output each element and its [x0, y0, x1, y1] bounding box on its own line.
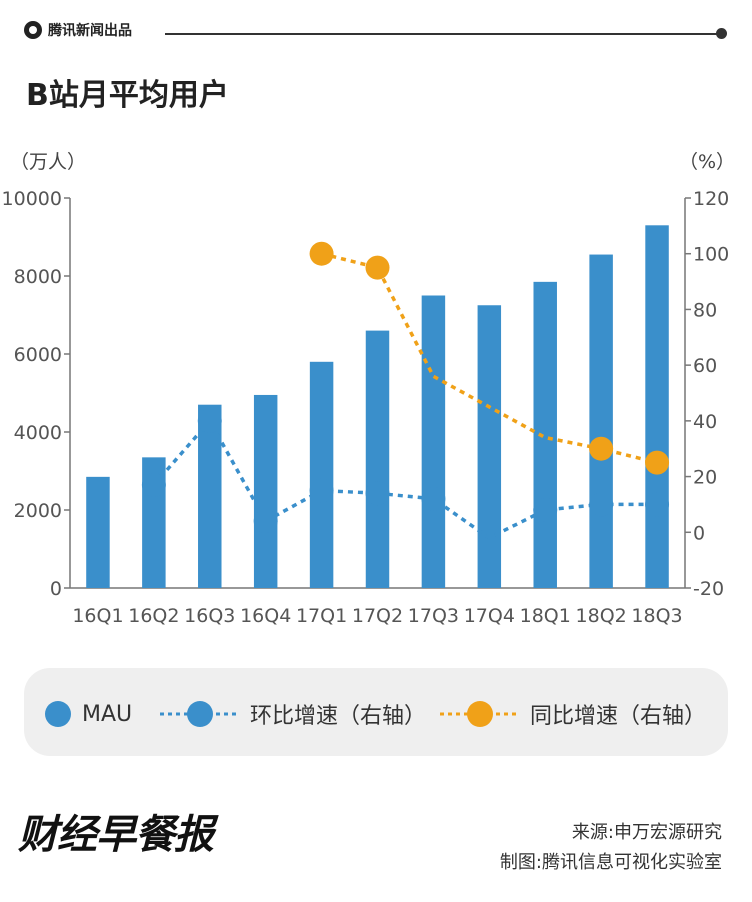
y-right-tick-label: 40 [693, 411, 717, 433]
point-qoq [589, 492, 614, 517]
header-rule [165, 33, 720, 35]
y-right-tick-label: 80 [693, 299, 717, 321]
x-tick-label: 16Q4 [240, 605, 291, 627]
x-tick-label: 18Q3 [631, 605, 682, 627]
y-right-tick-label: 100 [693, 244, 729, 266]
point-qoq [645, 492, 670, 517]
legend-item-qoq: 环比增速（右轴） [158, 698, 426, 730]
source-note: 来源:申万宏源研究 [571, 822, 722, 843]
point-qoq [309, 478, 334, 503]
bar-mau [309, 361, 334, 588]
legend-yoy-marker-icon [440, 701, 520, 727]
bar-mau [421, 295, 446, 588]
bar-mau [477, 305, 502, 588]
point-qoq [365, 481, 390, 506]
x-tick-label: 17Q2 [352, 605, 403, 627]
bar-mau [365, 330, 390, 588]
legend-item-mau: MAU [42, 698, 132, 730]
x-tick-label: 16Q1 [72, 605, 123, 627]
legend-bar-marker-icon [45, 701, 71, 727]
x-tick-label: 17Q4 [464, 605, 515, 627]
point-qoq [533, 498, 558, 522]
credit-note: 制图:腾讯信息可视化实验室 [499, 852, 722, 873]
y-left-tick-label: 0 [50, 578, 62, 600]
y-left-tick-label: 6000 [14, 344, 62, 366]
chart-title: B站月平均用户 [26, 78, 229, 113]
x-tick-label: 18Q2 [576, 605, 627, 627]
point-qoq [197, 408, 222, 433]
point-yoy [589, 436, 614, 461]
point-qoq [141, 472, 166, 497]
y-left-tick-label: 10000 [2, 188, 62, 210]
legend-item-yoy: 同比增速（右轴） [438, 698, 706, 730]
header-rule-dot [716, 28, 727, 39]
legend-label-mau: MAU [82, 701, 133, 727]
footer-logo: 财经早餐报 [18, 812, 214, 858]
legend-label-qoq: 环比增速（右轴） [250, 704, 427, 729]
x-tick-label: 16Q2 [128, 605, 179, 627]
point-qoq [421, 486, 446, 511]
y-right-tick-label: 120 [693, 188, 729, 210]
y-right-unit-label: （%） [679, 151, 735, 173]
brand-label: 腾讯新闻出品 [48, 23, 132, 39]
x-tick-label: 17Q3 [408, 605, 459, 627]
y-right-tick-label: 0 [693, 522, 705, 544]
y-left-tick-label: 2000 [14, 500, 62, 522]
brand-header: 腾讯新闻出品 [24, 20, 132, 40]
y-right-tick-label: -20 [693, 578, 724, 600]
legend-qoq-marker-icon [160, 701, 240, 727]
legend: MAU 环比增速（右轴） 同比增速（右轴） [24, 668, 728, 756]
y-right-tick-label: 20 [693, 467, 717, 489]
bar-mau [645, 225, 669, 589]
y-left-unit-label: （万人） [10, 151, 86, 173]
y-left-tick-label: 8000 [14, 266, 62, 288]
tencent-news-logo-icon [24, 21, 42, 39]
point-yoy [645, 450, 670, 475]
bar-mau [198, 404, 222, 588]
x-tick-label: 18Q1 [520, 605, 571, 627]
point-yoy [309, 241, 334, 266]
y-right-tick-label: 60 [693, 355, 717, 377]
x-tick-label: 16Q3 [184, 605, 235, 627]
y-left-tick-label: 4000 [14, 422, 62, 444]
bar-mau [253, 394, 278, 588]
bar-mau [533, 281, 557, 588]
legend-label-yoy: 同比增速（右轴） [530, 704, 707, 729]
point-qoq [253, 509, 278, 534]
bar-mau [589, 254, 613, 589]
chart-area: （万人） （%） 0 2000 4000 6000 8000 10000 -20 0 20 40 60 8… [2, 151, 735, 627]
x-tick-label: 17Q1 [296, 605, 347, 627]
point-yoy [365, 255, 390, 280]
line-qoq [152, 417, 658, 540]
bar-mau [86, 476, 110, 588]
